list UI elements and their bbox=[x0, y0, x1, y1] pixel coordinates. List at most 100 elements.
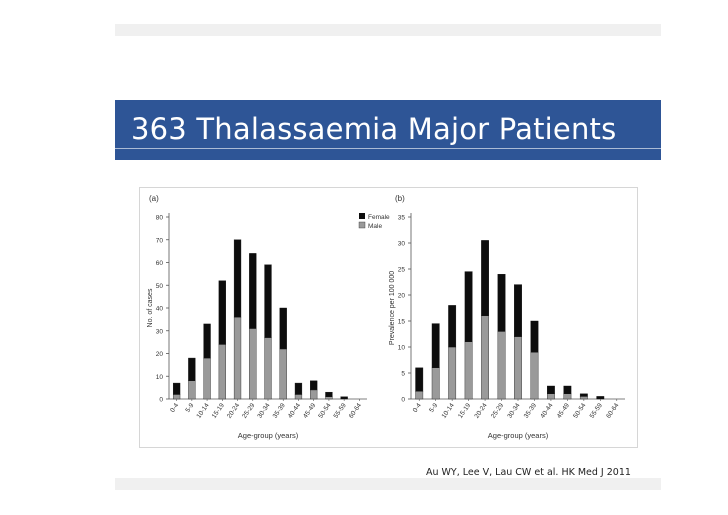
bar-female bbox=[264, 264, 272, 338]
x-tick-label: 55-59 bbox=[589, 402, 604, 420]
bar-female bbox=[310, 380, 318, 391]
bar-female bbox=[218, 280, 226, 345]
title-band bbox=[115, 100, 661, 160]
slide-title: 363 Thalassaemia Major Patients bbox=[131, 112, 617, 146]
x-axis-label: Age-group (years) bbox=[238, 431, 299, 440]
legend-swatch-male bbox=[358, 221, 366, 229]
x-tick-label: 15-19 bbox=[457, 402, 472, 420]
panel-label: (b) bbox=[395, 194, 405, 203]
y-tick-label: 5 bbox=[401, 371, 405, 378]
y-tick-label: 30 bbox=[398, 241, 406, 248]
x-tick-label: 45-49 bbox=[556, 402, 571, 420]
y-tick-label: 50 bbox=[156, 283, 164, 290]
bar-female bbox=[431, 323, 440, 369]
bar-female bbox=[547, 385, 555, 395]
bar-male bbox=[481, 315, 489, 400]
bar-male bbox=[264, 337, 272, 400]
x-tick-label: 10-14 bbox=[195, 402, 210, 420]
bar-female bbox=[203, 323, 211, 359]
x-tick-label: 5-9 bbox=[428, 402, 439, 414]
bar-male bbox=[233, 316, 242, 400]
x-tick-label: 40-44 bbox=[539, 402, 554, 420]
bar-male bbox=[563, 393, 572, 400]
y-axis-label: No. of cases bbox=[147, 288, 154, 327]
bar-female bbox=[325, 391, 333, 397]
x-tick-label: 25-29 bbox=[241, 402, 256, 420]
bar-male bbox=[431, 367, 440, 400]
citation: Au WY, Lee V, Lau CW et al. HK Med J 201… bbox=[426, 467, 631, 478]
y-tick-label: 70 bbox=[156, 237, 164, 244]
bar-female bbox=[249, 253, 257, 329]
bar-female bbox=[188, 357, 196, 382]
bar-male bbox=[294, 394, 303, 400]
bar-female bbox=[497, 273, 506, 332]
y-tick-label: 30 bbox=[156, 328, 164, 335]
bar-male bbox=[203, 357, 211, 400]
x-tick-label: 60-64 bbox=[605, 402, 620, 420]
bar-male bbox=[530, 351, 539, 400]
bar-female bbox=[563, 385, 572, 395]
x-tick-label: 10-14 bbox=[441, 402, 456, 420]
bar-male bbox=[415, 390, 424, 400]
bar-male bbox=[188, 380, 196, 400]
x-tick-label: 30-34 bbox=[506, 402, 521, 420]
y-tick-label: 80 bbox=[156, 215, 164, 222]
legend-label-male: Male bbox=[368, 223, 382, 230]
y-tick-label: 20 bbox=[156, 351, 164, 358]
x-tick-label: 30-34 bbox=[256, 402, 271, 420]
x-tick-label: 0-4 bbox=[412, 402, 423, 414]
bottom-decor-strip bbox=[115, 478, 661, 490]
bar-female bbox=[514, 284, 522, 337]
legend-label-female: Female bbox=[368, 214, 390, 221]
panel-label: (a) bbox=[149, 194, 159, 203]
bar-male bbox=[579, 396, 588, 400]
bar-female bbox=[579, 393, 588, 397]
x-tick-label: 20-24 bbox=[473, 402, 488, 420]
bar-male bbox=[249, 328, 257, 400]
bar-female bbox=[172, 382, 181, 395]
x-tick-label: 60-64 bbox=[348, 402, 363, 420]
bar-male bbox=[310, 389, 318, 400]
bar-male bbox=[514, 336, 522, 400]
bar-female bbox=[448, 305, 457, 348]
x-tick-label: 5-9 bbox=[184, 402, 195, 414]
bar-male bbox=[547, 393, 555, 400]
title-underline bbox=[115, 148, 661, 149]
bar-female bbox=[233, 239, 242, 318]
bar-female bbox=[415, 367, 424, 392]
x-axis-label: Age-group (years) bbox=[488, 431, 549, 440]
x-tick-label: 50-54 bbox=[572, 402, 587, 420]
legend-swatch-female bbox=[359, 213, 365, 219]
bar-female bbox=[294, 382, 303, 395]
x-tick-label: 0-4 bbox=[169, 402, 180, 414]
x-tick-label: 35-39 bbox=[272, 402, 287, 420]
bar-female bbox=[596, 396, 605, 400]
x-tick-label: 35-39 bbox=[523, 402, 538, 420]
x-tick-label: 50-54 bbox=[317, 402, 332, 420]
bar-male bbox=[464, 341, 473, 400]
x-tick-label: 25-29 bbox=[490, 402, 505, 420]
y-tick-label: 0 bbox=[401, 397, 405, 404]
y-tick-label: 40 bbox=[156, 306, 164, 313]
bar-female bbox=[279, 307, 287, 350]
y-tick-label: 0 bbox=[159, 397, 163, 404]
bar-male bbox=[279, 348, 287, 400]
bar-male bbox=[325, 396, 333, 400]
top-decor-strip bbox=[115, 24, 661, 36]
y-tick-label: 60 bbox=[156, 260, 164, 267]
bar-female bbox=[464, 271, 473, 342]
bar-male bbox=[448, 346, 457, 400]
y-tick-label: 35 bbox=[398, 215, 406, 222]
bar-female bbox=[481, 240, 489, 317]
x-tick-label: 55-59 bbox=[333, 402, 348, 420]
y-tick-label: 15 bbox=[398, 319, 406, 326]
bar-male bbox=[172, 394, 181, 400]
bar-female bbox=[340, 396, 348, 400]
bar-female bbox=[530, 320, 539, 353]
y-tick-label: 25 bbox=[398, 267, 406, 274]
x-tick-label: 15-19 bbox=[211, 402, 226, 420]
bar-male bbox=[497, 331, 506, 400]
y-tick-label: 20 bbox=[398, 293, 406, 300]
y-tick-label: 10 bbox=[398, 345, 406, 352]
